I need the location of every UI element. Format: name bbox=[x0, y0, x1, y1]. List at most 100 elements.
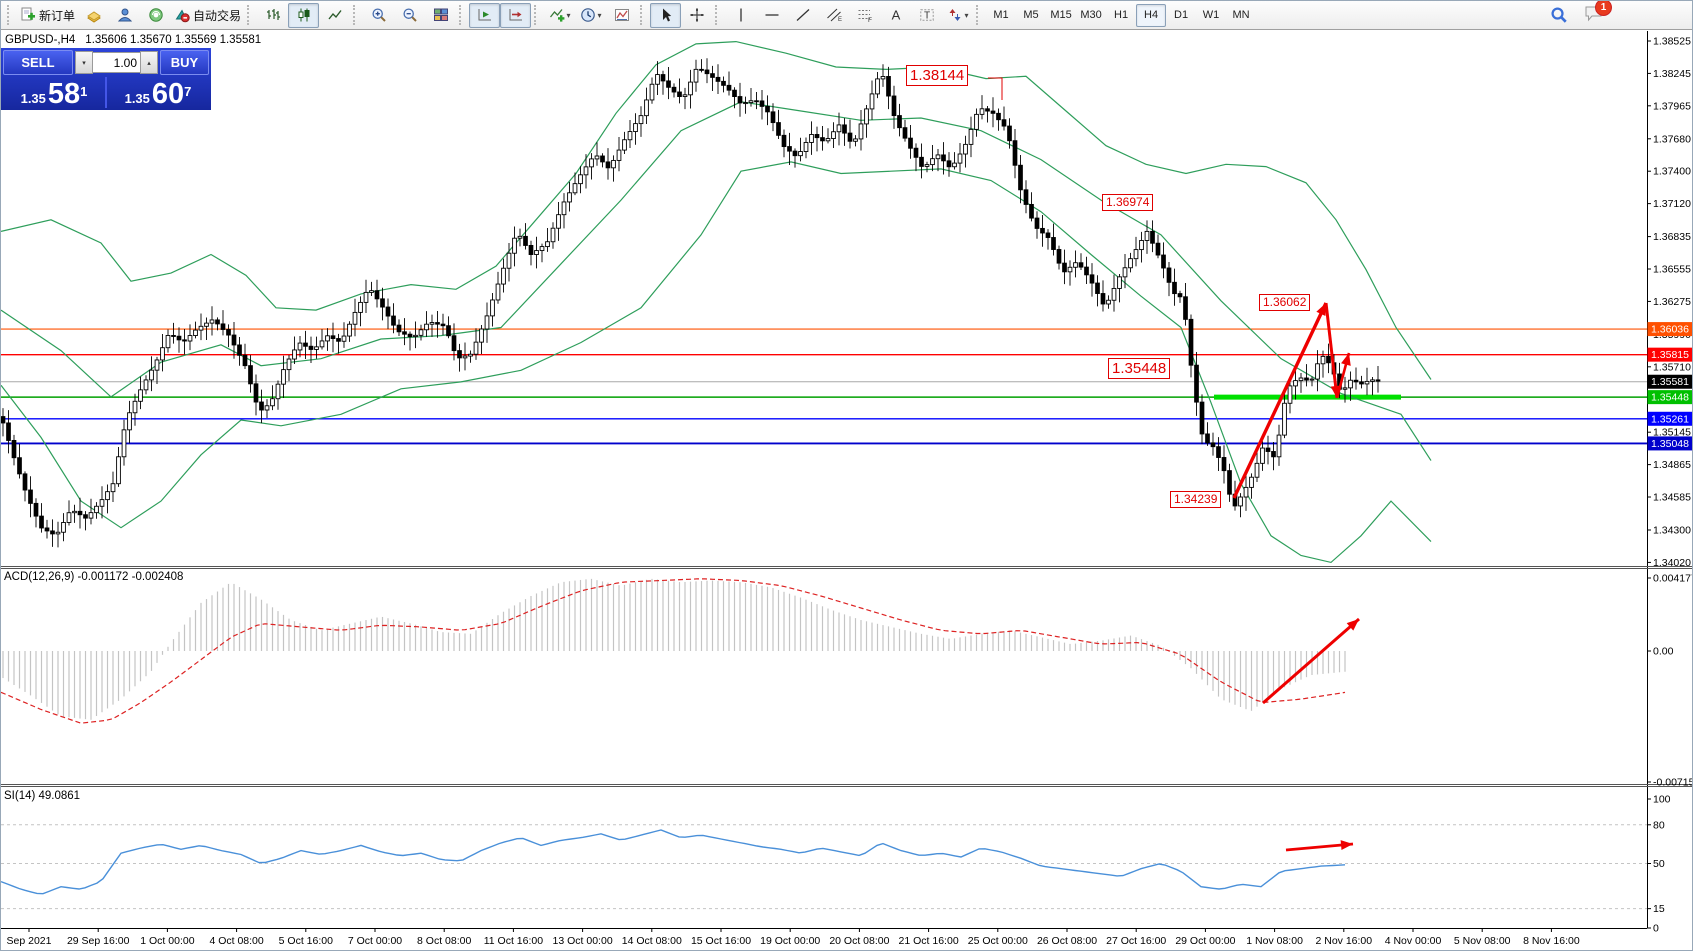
time-tick-label: 14 Oct 08:00 bbox=[622, 935, 682, 947]
timeframe-button-W1[interactable]: W1 bbox=[1202, 9, 1220, 21]
time-tick-label: 26 Oct 08:00 bbox=[1037, 935, 1097, 947]
indicators-button[interactable]: ▾ bbox=[544, 3, 575, 28]
price-label-1.36974[interactable]: 1.36974 bbox=[1102, 194, 1154, 211]
one-click-trading-panel: SELL ▾ 1.00 ▴ BUY 1.35 58 1 1.35 60 7 bbox=[1, 48, 211, 110]
text-label-icon: T bbox=[919, 9, 934, 22]
axis-badge bbox=[1647, 436, 1692, 451]
horizontal-line-tool-button[interactable] bbox=[756, 3, 787, 28]
chart-shift-button[interactable] bbox=[500, 2, 532, 28]
axis-badge bbox=[1647, 322, 1692, 337]
market-watch-button[interactable] bbox=[78, 3, 109, 28]
toolbar-grip[interactable] bbox=[353, 5, 360, 25]
macd-tick-label: 0.00 bbox=[1653, 646, 1674, 658]
buy-button[interactable]: BUY bbox=[160, 50, 209, 75]
cursor-button[interactable] bbox=[650, 2, 682, 28]
profile-button[interactable] bbox=[109, 3, 140, 28]
bollinger-middle bbox=[1, 101, 1432, 461]
price-tick-label: 1.38245 bbox=[1653, 68, 1691, 80]
axis-badge bbox=[1647, 411, 1692, 426]
toolbar-grip[interactable] bbox=[715, 5, 722, 25]
new-order-button[interactable]: 新订单 bbox=[17, 3, 78, 28]
tile-windows-icon bbox=[433, 8, 448, 21]
macd-axis: 0.004177 0.00 -0.007153 bbox=[1647, 573, 1692, 789]
fibonacci-tool-button[interactable]: F bbox=[849, 3, 880, 28]
lot-increase-button[interactable]: ▴ bbox=[140, 51, 159, 74]
search-button[interactable] bbox=[1543, 3, 1574, 28]
trendline-tool-button[interactable] bbox=[787, 3, 818, 28]
horizontal-lines bbox=[1, 328, 1647, 445]
timeframe-button-MN[interactable]: MN bbox=[1232, 9, 1250, 21]
templates-button[interactable] bbox=[606, 3, 637, 28]
timeframe-group: M1 M5 M15 M30 H1 H4 D1 W1 MN bbox=[986, 3, 1256, 27]
search-icon bbox=[1550, 7, 1567, 23]
axis-badge-value: 1.36036 bbox=[1651, 324, 1689, 336]
zoom-out-button[interactable] bbox=[394, 3, 425, 28]
timeframe-button-M5[interactable]: M5 bbox=[1023, 9, 1039, 21]
axis-badge-value: 1.35815 bbox=[1651, 349, 1689, 361]
lot-decrease-button[interactable]: ▾ bbox=[75, 51, 94, 74]
annotation-arrow bbox=[1324, 302, 1341, 399]
notifications-chat[interactable]: 1 bbox=[1584, 1, 1612, 27]
toolbar-grip[interactable] bbox=[976, 5, 983, 25]
bid-price[interactable]: 1.35 58 1 bbox=[3, 77, 107, 109]
toolbar-grip[interactable] bbox=[7, 5, 14, 25]
chart-frame bbox=[1, 31, 1692, 929]
ask-price[interactable]: 1.35 60 7 bbox=[107, 77, 209, 109]
timeframe-button-H4[interactable]: H4 bbox=[1136, 3, 1167, 27]
rsi-tick-label: 0 bbox=[1653, 923, 1659, 935]
bid-price-pip: 1 bbox=[80, 84, 88, 99]
toolbar-grip[interactable] bbox=[247, 5, 254, 25]
label-tool-button[interactable]: T bbox=[911, 3, 942, 28]
price-tick-label: 1.36555 bbox=[1653, 264, 1691, 276]
autotrading-button[interactable]: 自动交易 bbox=[171, 3, 244, 28]
price-label-1.36062[interactable]: 1.36062 bbox=[1259, 294, 1311, 311]
trendline-icon bbox=[796, 9, 809, 21]
text-tool-button[interactable]: A bbox=[880, 3, 911, 28]
timeframe-button-M30[interactable]: M30 bbox=[1080, 9, 1102, 21]
bar-chart-icon bbox=[266, 9, 280, 20]
rsi-tick-label: 50 bbox=[1653, 858, 1665, 870]
equidistant-channel-icon: E bbox=[826, 8, 842, 23]
vertical-line-tool-button[interactable] bbox=[725, 3, 756, 28]
timeframe-button-D1[interactable]: D1 bbox=[1174, 9, 1189, 21]
zoom-in-button[interactable] bbox=[363, 3, 394, 28]
tile-windows-button[interactable] bbox=[425, 3, 456, 28]
rsi-indicator-label: SI(14) 49.0861 bbox=[4, 790, 81, 802]
line-chart-mode-button[interactable] bbox=[319, 3, 350, 28]
arrow-objects-button[interactable]: ▾ bbox=[942, 3, 973, 28]
gold-bar-icon bbox=[86, 11, 101, 23]
timeframe-button-H1[interactable]: H1 bbox=[1114, 9, 1129, 21]
toolbar-grip[interactable] bbox=[640, 5, 647, 25]
rsi-tick-label: 100 bbox=[1653, 794, 1671, 806]
price-tick-label: 1.36275 bbox=[1653, 296, 1691, 308]
price-label-1.35448[interactable]: 1.35448 bbox=[1108, 358, 1171, 379]
price-tick-label: 1.35710 bbox=[1653, 361, 1691, 373]
text-icon: A bbox=[891, 8, 900, 23]
bid-price-head: 1.35 bbox=[20, 91, 46, 106]
price-label-1.34239[interactable]: 1.34239 bbox=[1170, 491, 1222, 508]
cursor-icon bbox=[662, 8, 671, 22]
price-tick-label: 1.34300 bbox=[1653, 525, 1691, 537]
time-tick-label: 25 Oct 00:00 bbox=[968, 935, 1028, 947]
toolbar-grip[interactable] bbox=[534, 5, 541, 25]
lot-size-value[interactable]: 1.00 bbox=[93, 52, 141, 73]
timeframe-button-M1[interactable]: M1 bbox=[993, 9, 1009, 21]
periods-button[interactable]: ▾ bbox=[575, 3, 606, 28]
auto-scroll-button[interactable] bbox=[469, 2, 501, 28]
channel-tool-button[interactable]: E bbox=[818, 3, 849, 28]
auto-scroll-icon bbox=[478, 9, 491, 21]
indicators-icon bbox=[549, 9, 564, 22]
price-label-1.38144[interactable]: 1.38144 bbox=[906, 65, 969, 86]
price-tick-label: 1.38525 bbox=[1653, 36, 1691, 48]
time-tick-label: Sep 2021 bbox=[7, 935, 52, 947]
signals-button[interactable] bbox=[140, 3, 171, 28]
crosshair-button[interactable] bbox=[681, 3, 712, 28]
bar-chart-mode-button[interactable] bbox=[257, 3, 288, 28]
candlestick-mode-button[interactable] bbox=[288, 2, 320, 28]
time-tick-label: 1 Oct 00:00 bbox=[140, 935, 194, 947]
sell-button[interactable]: SELL bbox=[3, 50, 74, 75]
toolbar-grip[interactable] bbox=[459, 5, 466, 25]
timeframe-button-M15[interactable]: M15 bbox=[1050, 9, 1072, 21]
signal-icon bbox=[148, 8, 163, 22]
